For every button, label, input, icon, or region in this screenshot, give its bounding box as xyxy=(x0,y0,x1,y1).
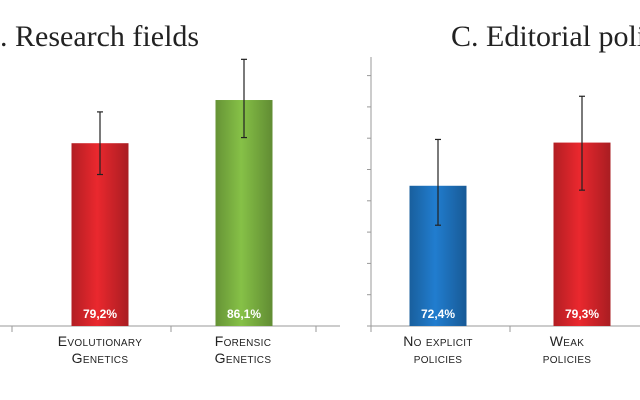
data-label: 72,4% xyxy=(421,307,455,321)
category-label-forensic-genetics: Forensic Genetics xyxy=(178,333,308,367)
data-label: 79,2% xyxy=(83,307,117,321)
category-label-line: Genetics xyxy=(214,350,272,366)
data-label: 86,1% xyxy=(227,307,261,321)
category-label-weak-policies: Weak policies xyxy=(502,333,632,367)
category-label-line: policies xyxy=(413,350,463,366)
category-label-no-explicit-policies: No explicit policies xyxy=(373,333,503,367)
category-label-line: Forensic xyxy=(214,333,272,349)
category-label-line: policies xyxy=(542,350,592,366)
category-label-line: Weak xyxy=(549,333,585,349)
panel-c-title: C. Editorial poli xyxy=(451,20,640,53)
category-label-evolutionary-genetics: Evolutionary Genetics xyxy=(35,333,165,367)
data-label: 79,3% xyxy=(565,307,599,321)
category-label-line: Evolutionary xyxy=(57,333,143,349)
category-label-line: Genetics xyxy=(71,350,129,366)
category-label-line: No explicit xyxy=(403,333,473,349)
panel-b-title: . Research fields xyxy=(0,20,200,53)
